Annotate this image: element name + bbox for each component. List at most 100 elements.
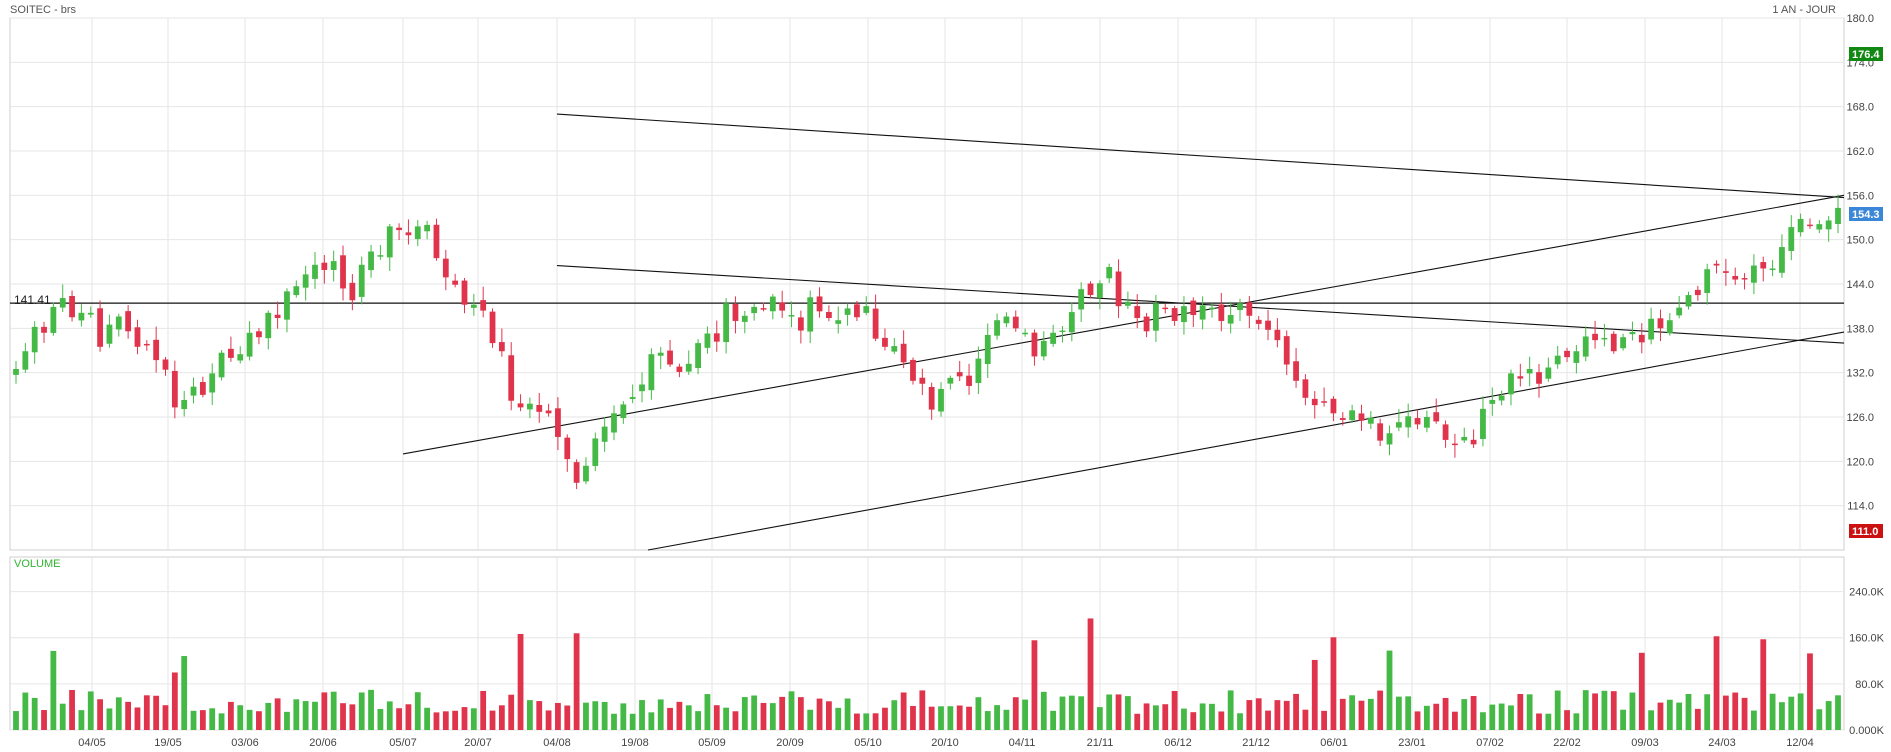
candle-body xyxy=(1124,301,1131,306)
volume-bar xyxy=(1797,693,1804,730)
candle-body xyxy=(1620,337,1626,349)
candle-body xyxy=(863,306,870,313)
volume-bar xyxy=(1423,705,1430,730)
candle-body xyxy=(788,315,795,317)
volume-bar xyxy=(1227,690,1234,730)
candle-body xyxy=(1751,265,1757,283)
candle-body xyxy=(87,312,94,315)
candle-body xyxy=(611,413,617,433)
candle-body xyxy=(629,397,636,399)
volume-bar xyxy=(115,697,122,730)
date-tick-label: 07/02 xyxy=(1476,737,1504,749)
volume-bar xyxy=(1825,701,1832,730)
volume-bar xyxy=(882,707,888,730)
candle-body xyxy=(760,308,767,310)
volume-bar xyxy=(545,710,552,730)
candle-body xyxy=(882,337,888,347)
candle-body xyxy=(947,377,954,384)
candle-body xyxy=(115,316,122,330)
volume-bar xyxy=(340,703,346,730)
price-tick-label: 162.0 xyxy=(1846,146,1874,158)
volume-bar xyxy=(825,701,832,730)
volume-bar xyxy=(1395,696,1402,730)
volume-bar xyxy=(1722,695,1729,730)
candle-body xyxy=(704,333,711,348)
candle-body xyxy=(181,400,188,410)
volume-bar xyxy=(713,705,720,730)
volume-bar xyxy=(1377,690,1384,730)
volume-bar xyxy=(676,701,683,730)
volume-bar xyxy=(1087,618,1094,730)
volume-bar xyxy=(1704,694,1711,730)
volume-bar xyxy=(910,705,916,730)
volume-bar xyxy=(1031,640,1038,730)
candle-body xyxy=(461,280,468,305)
volume-bar xyxy=(330,691,337,730)
candle-body xyxy=(779,302,786,311)
candle-body xyxy=(1704,269,1711,293)
volume-bar xyxy=(13,711,19,730)
candle-body xyxy=(1283,336,1290,365)
candle-body xyxy=(1526,368,1533,374)
volume-bar xyxy=(760,702,767,730)
candle-body xyxy=(648,354,655,391)
volume-bar xyxy=(162,705,169,730)
candle-body xyxy=(1143,316,1150,332)
volume-bar xyxy=(41,710,47,730)
volume-bar xyxy=(480,690,487,730)
volume-bar xyxy=(1255,698,1262,730)
date-tick-label: 19/05 xyxy=(154,737,182,749)
volume-bar xyxy=(59,703,66,730)
candle-body xyxy=(620,404,627,419)
volume-bar xyxy=(452,710,459,730)
trendline xyxy=(556,113,1845,199)
date-tick-label: 04/05 xyxy=(78,737,106,749)
candle-body xyxy=(368,251,374,271)
date-tick-label: 06/12 xyxy=(1164,737,1192,749)
volume-bar xyxy=(1545,713,1552,730)
volume-bar xyxy=(1265,710,1271,730)
volume-bar xyxy=(321,692,328,730)
volume-bar xyxy=(50,650,57,730)
candle-body xyxy=(732,304,739,321)
candle-body xyxy=(414,226,421,240)
volume-bar xyxy=(1554,690,1561,730)
date-tick-label: 09/03 xyxy=(1631,737,1659,749)
volume-bar xyxy=(947,706,954,730)
volume-bar xyxy=(704,694,711,730)
candle-body xyxy=(1732,275,1739,280)
candle-body xyxy=(143,343,150,346)
volume-bar xyxy=(1349,695,1356,730)
candle-body xyxy=(171,370,178,408)
date-tick-label: 20/06 xyxy=(309,737,337,749)
candle-body xyxy=(994,320,1000,336)
volume-bar xyxy=(1685,693,1692,730)
volume-bar xyxy=(1480,712,1486,730)
candle-body xyxy=(1022,332,1029,335)
volume-bar xyxy=(1638,652,1645,730)
volume-bar xyxy=(1508,705,1514,730)
volume-bar xyxy=(751,695,758,730)
candle-body xyxy=(1797,218,1804,233)
price-tick-label: 120.0 xyxy=(1846,456,1874,468)
volume-bar xyxy=(1788,696,1795,730)
volume-bar xyxy=(1190,712,1197,730)
volume-bar xyxy=(1694,708,1701,730)
candle-body xyxy=(676,366,683,372)
volume-bar xyxy=(1835,695,1841,730)
candle-body xyxy=(1713,263,1720,266)
volume-bar xyxy=(555,702,561,730)
price-tick-label: 126.0 xyxy=(1846,412,1874,424)
volume-bar xyxy=(1573,713,1580,730)
candle-body xyxy=(1255,319,1262,324)
volume-bar xyxy=(358,692,365,730)
volume-bar xyxy=(1582,690,1589,730)
volume-bar xyxy=(461,707,468,730)
volume-bar xyxy=(302,701,309,730)
volume-bar xyxy=(1517,693,1524,730)
price-tick-label: 114.0 xyxy=(1847,501,1874,513)
volume-bar xyxy=(199,710,206,730)
date-tick-label: 04/08 xyxy=(543,737,571,749)
candle-body xyxy=(1480,408,1486,439)
